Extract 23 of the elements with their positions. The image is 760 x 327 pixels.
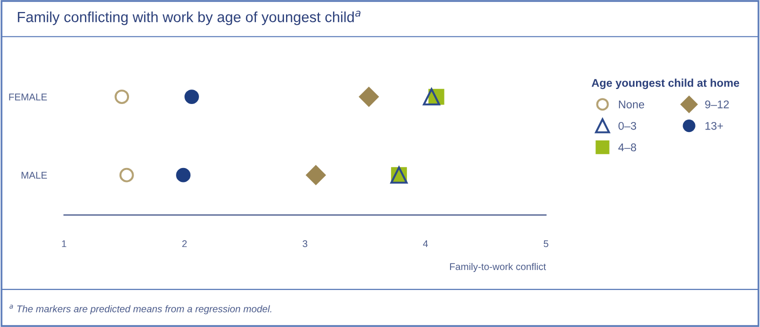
point — [359, 86, 379, 107]
text: $^{a}$ The markers are predicted means from a regression model. — [9, 304, 272, 314]
legend-title: Age youngest child at home — [592, 78, 740, 90]
legend-label: 9–12 — [705, 100, 729, 108]
x-tick-label: 5 — [544, 240, 548, 248]
legend-label: 0–3 — [618, 122, 636, 130]
legend-label: 13+ — [705, 122, 723, 130]
point — [306, 165, 326, 185]
point — [114, 90, 130, 104]
x-tick-label: 1 — [62, 240, 66, 248]
point — [176, 168, 191, 182]
point — [119, 168, 134, 182]
x-tick-label: 4 — [423, 240, 428, 248]
x-tick-label: 3 — [302, 240, 308, 248]
y-tick-label: FEMALE — [9, 94, 47, 100]
legend-label: None — [618, 100, 644, 108]
x-axis-title: Family-to-work conflict — [450, 262, 546, 272]
point — [184, 90, 199, 104]
point — [422, 88, 440, 106]
y-tick-label: MALE — [22, 172, 47, 179]
x-tick-label: 2 — [182, 240, 187, 248]
chart-title: Family conflicting with work by age of youngest child$^{a}$ — [18, 10, 360, 26]
legend-label: 4–8 — [618, 143, 636, 152]
